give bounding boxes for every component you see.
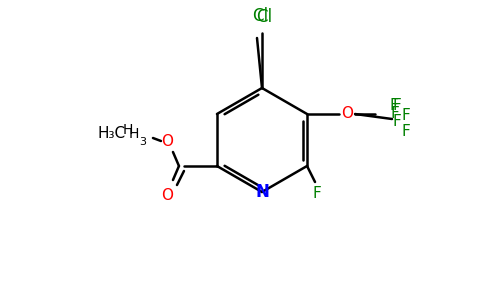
Text: H₃C: H₃C — [98, 127, 126, 142]
Text: O: O — [161, 188, 173, 203]
Text: F: F — [393, 98, 401, 113]
Text: H: H — [122, 123, 133, 137]
Text: Cl: Cl — [256, 8, 272, 26]
Text: 3: 3 — [139, 137, 146, 147]
Text: N: N — [255, 183, 269, 201]
Text: F: F — [390, 98, 398, 112]
Text: F: F — [402, 107, 410, 122]
Text: O: O — [161, 134, 173, 149]
Text: F: F — [393, 115, 401, 130]
Text: O: O — [341, 106, 353, 122]
Text: F: F — [313, 187, 321, 202]
Text: F: F — [390, 106, 399, 122]
Text: H: H — [129, 127, 139, 141]
Text: Cl: Cl — [252, 7, 268, 25]
Text: F: F — [402, 124, 410, 139]
